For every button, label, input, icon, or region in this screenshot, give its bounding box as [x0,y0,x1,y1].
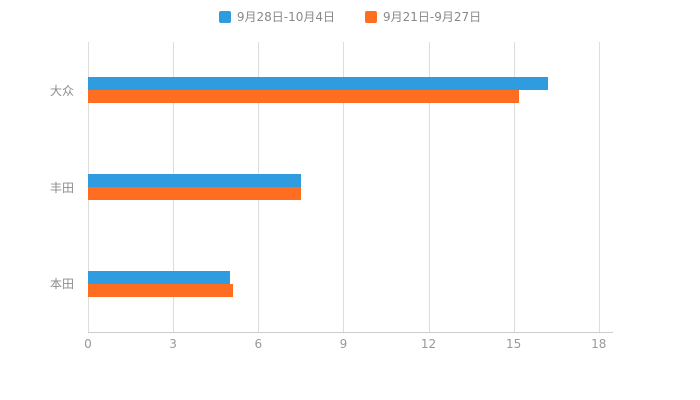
bar[interactable] [88,283,233,297]
gridline [598,42,600,332]
bar-rows [88,42,613,332]
bar-group [88,139,613,236]
gridline [513,42,515,332]
legend-label: 9月21日-9月27日 [383,10,482,24]
legend-item-previous-week[interactable]: 9月21日-9月27日 [365,8,481,25]
y-axis-category-labels: 大众 丰田 本田 [0,42,74,332]
category-label: 大众 [49,83,74,98]
legend-swatch [365,10,377,23]
plot-area [88,42,613,333]
legend-swatch [218,10,231,23]
gridline [428,42,430,332]
category-label: 本田 [49,277,74,292]
x-tick-label: 9 [339,337,348,351]
x-axis: 0 3 6 9 12 15 18 [84,337,613,355]
legend: 9月28日-10月4日 9月21日-9月27日 [0,8,700,25]
category-label: 丰田 [49,180,74,195]
bar[interactable] [88,270,230,284]
bar[interactable] [88,90,520,104]
bar[interactable] [88,187,301,200]
gridline [343,42,345,332]
x-tick-label: 3 [169,337,177,351]
x-tick-label: 0 [84,337,92,351]
x-tick-label: 12 [420,337,437,351]
bar-group [88,235,613,332]
legend-item-current-week[interactable]: 9月28日-10月4日 [218,8,335,25]
bar-group [88,42,613,139]
x-tick-label: 15 [506,337,522,351]
x-tick-label: 6 [254,337,263,351]
bar[interactable] [88,174,301,187]
legend-label: 9月28日-10月4日 [236,10,335,24]
bar[interactable] [88,77,548,91]
x-tick-label: 18 [591,337,607,351]
